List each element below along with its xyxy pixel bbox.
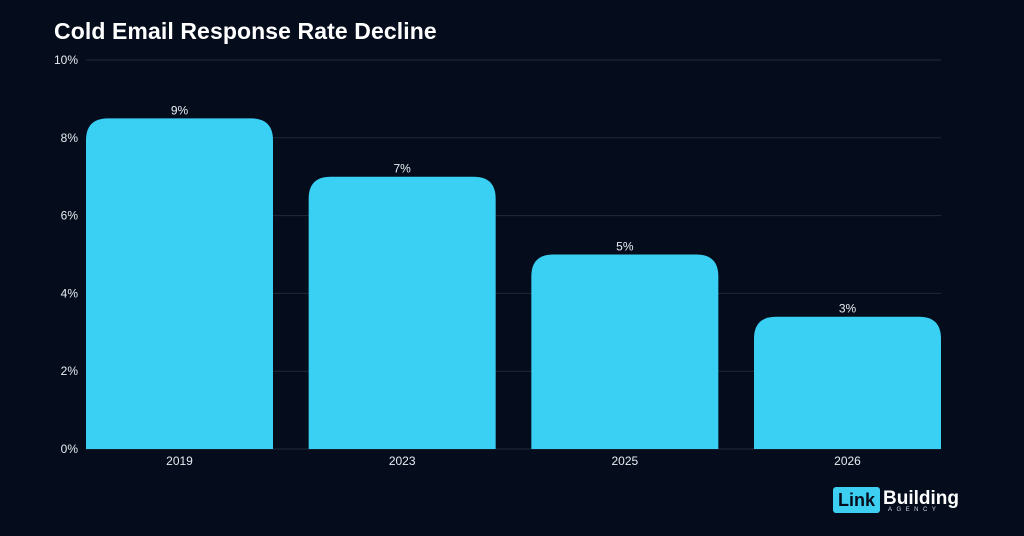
bar-2025 — [531, 254, 719, 449]
bars — [86, 118, 941, 449]
x-tick-label-2023: 2023 — [389, 454, 416, 468]
y-tick-label: 4% — [61, 286, 79, 300]
data-label-2025: 5% — [616, 240, 634, 254]
y-tick-label: 6% — [61, 209, 79, 223]
logo-sub-text: AGENCY — [888, 507, 941, 513]
bar-2023 — [308, 176, 496, 449]
y-tick-label: 10% — [54, 53, 78, 67]
logo-box-text: Link — [833, 487, 881, 513]
x-tick-label-2025: 2025 — [611, 454, 638, 468]
data-label-2019: 9% — [171, 103, 189, 117]
bar-2026 — [754, 316, 941, 449]
bar-2019 — [86, 118, 273, 449]
x-axis-ticks: 2019 2023 2025 2026 — [166, 454, 861, 468]
chart-title: Cold Email Response Rate Decline — [54, 18, 437, 44]
logo-word-text: Building — [883, 488, 959, 509]
x-tick-label-2026: 2026 — [834, 454, 861, 468]
y-tick-label: 2% — [61, 364, 79, 378]
data-labels: 9% 7% 5% 3% — [171, 103, 857, 315]
y-tick-label: 8% — [61, 131, 79, 145]
y-axis-ticks: 0% 2% 4% 6% 8% 10% — [54, 53, 78, 456]
data-label-2026: 3% — [839, 302, 857, 316]
x-tick-label-2019: 2019 — [166, 454, 193, 468]
y-tick-label: 0% — [61, 442, 79, 456]
data-label-2023: 7% — [393, 162, 411, 176]
